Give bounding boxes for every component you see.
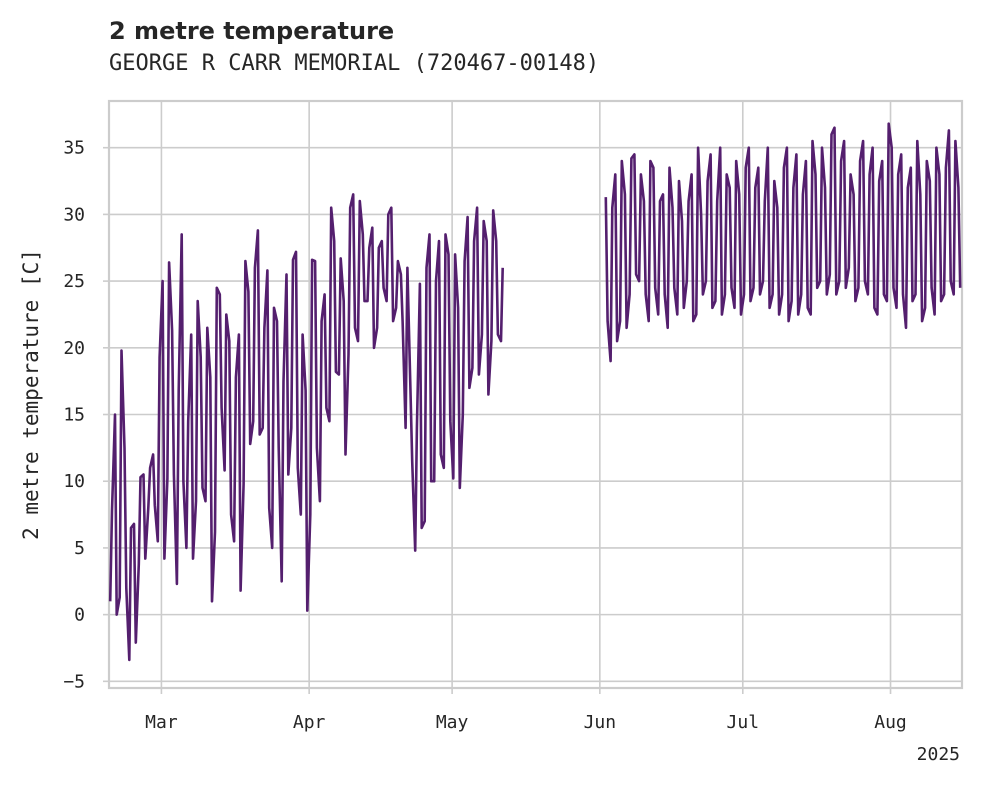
chart-subtitle: GEORGE R CARR MEMORIAL (720467-00148) (109, 51, 600, 76)
x-tick-label: Aug (874, 712, 907, 733)
y-tick-label: 10 (63, 471, 85, 492)
x-tick-label: May (436, 712, 469, 733)
y-tick-label: −5 (63, 671, 85, 692)
x-tick-label: Jul (727, 712, 760, 733)
y-tick-label: 20 (63, 338, 85, 359)
grid-lines (103, 101, 962, 694)
y-tick-label: 0 (74, 605, 85, 626)
x-tick-label: Apr (293, 712, 326, 733)
y-tick-labels: −5 0 5 10 15 20 25 30 35 (63, 138, 85, 693)
temperature-series-line (604, 122, 962, 363)
y-tick-label: 25 (63, 271, 85, 292)
series-group (108, 122, 962, 662)
chart-title: 2 metre temperature (109, 17, 395, 45)
x-tick-label: Mar (145, 712, 178, 733)
y-tick-label: 35 (63, 138, 85, 159)
x-tick-label: Jun (584, 712, 617, 733)
y-tick-label: 15 (63, 405, 85, 426)
y-tick-label: 5 (74, 538, 85, 559)
plot-frame (107, 99, 964, 690)
y-axis-label: 2 metre temperature [C] (19, 249, 43, 540)
x-tick-labels: Mar Apr May Jun Jul Aug (145, 712, 907, 733)
temperature-series-line (108, 193, 504, 662)
year-label: 2025 (917, 744, 960, 765)
y-tick-label: 30 (63, 204, 85, 225)
